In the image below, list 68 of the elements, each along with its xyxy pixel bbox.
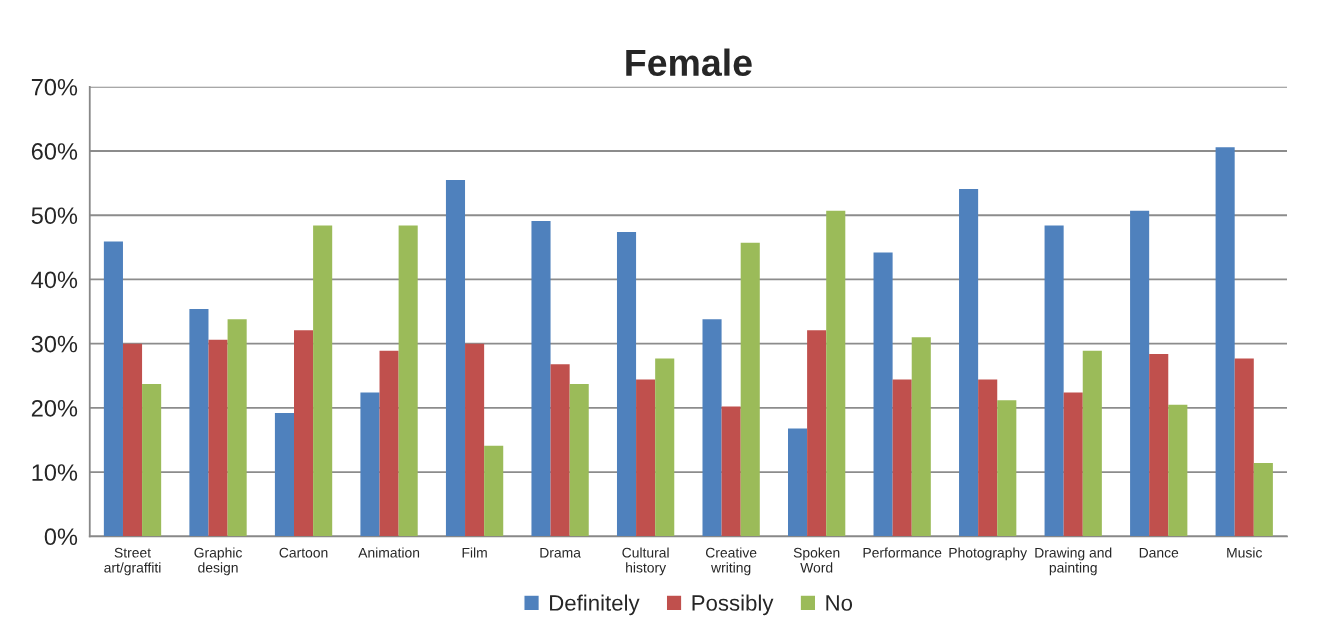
bar bbox=[1063, 392, 1083, 537]
y-tick-label: 20% bbox=[31, 399, 78, 417]
bar bbox=[274, 413, 294, 537]
bar bbox=[1215, 147, 1235, 537]
x-tick-label: Graphic design bbox=[194, 547, 242, 576]
bar bbox=[569, 384, 589, 537]
bar bbox=[1149, 353, 1169, 537]
bar bbox=[702, 319, 722, 537]
bar bbox=[959, 188, 979, 537]
bar bbox=[531, 221, 551, 537]
bar bbox=[465, 343, 485, 537]
y-tick-label: 70% bbox=[31, 78, 78, 96]
bar bbox=[1253, 463, 1273, 537]
legend-label: Definitely bbox=[550, 594, 640, 616]
bar bbox=[189, 308, 209, 537]
bar bbox=[997, 400, 1017, 537]
x-tick-label: Drawing and painting bbox=[1035, 547, 1112, 576]
bar bbox=[208, 339, 228, 537]
bar bbox=[103, 241, 123, 537]
x-tick-label: Cartoon bbox=[279, 547, 328, 558]
bar bbox=[826, 210, 846, 537]
y-tick-label: 30% bbox=[31, 335, 78, 353]
y-tick-label: 50% bbox=[31, 207, 78, 225]
bar bbox=[122, 343, 143, 537]
y-tick-label: 60% bbox=[31, 143, 78, 160]
bar bbox=[1234, 358, 1254, 537]
bar bbox=[873, 252, 893, 537]
bar bbox=[360, 392, 380, 537]
x-tick-label: Dance bbox=[1139, 547, 1179, 558]
bar bbox=[911, 337, 931, 537]
bar bbox=[227, 319, 247, 537]
bar bbox=[807, 330, 827, 537]
bar bbox=[1130, 210, 1150, 537]
chart-title: Female bbox=[626, 48, 752, 77]
bar bbox=[379, 350, 399, 537]
bar bbox=[788, 428, 808, 537]
y-tick-label: 0% bbox=[44, 528, 78, 546]
x-tick-label: Animation bbox=[358, 547, 420, 558]
bar bbox=[550, 364, 570, 537]
x-tick-label: Music bbox=[1227, 547, 1263, 558]
x-tick-label: Photography bbox=[949, 547, 1028, 561]
x-tick-label: Drama bbox=[540, 547, 581, 558]
legend-label: Possibly bbox=[692, 594, 774, 616]
bar bbox=[655, 358, 675, 537]
bar bbox=[721, 406, 741, 537]
y-tick-label: 40% bbox=[31, 271, 78, 289]
bar bbox=[616, 231, 637, 537]
x-tick-label: Film bbox=[462, 547, 487, 558]
bar bbox=[445, 179, 466, 537]
x-tick-label: Street art/graffiti bbox=[104, 547, 161, 576]
y-tick-label: 10% bbox=[32, 464, 78, 481]
bar bbox=[892, 379, 912, 537]
bar bbox=[978, 379, 998, 537]
x-tick-label: Creative writing bbox=[705, 547, 757, 576]
legend-label: No bbox=[826, 595, 853, 611]
bar bbox=[313, 225, 333, 537]
bar bbox=[484, 445, 504, 537]
bar bbox=[294, 330, 314, 537]
bar bbox=[1168, 404, 1188, 537]
bar bbox=[398, 225, 418, 537]
bar bbox=[1082, 350, 1102, 537]
x-tick-label: Cultural history bbox=[622, 547, 669, 576]
bar bbox=[1044, 225, 1064, 537]
x-tick-label: Spoken Word bbox=[793, 547, 840, 573]
bar bbox=[740, 242, 760, 537]
bar bbox=[142, 384, 162, 537]
x-tick-label: Performance bbox=[863, 547, 942, 558]
bar bbox=[636, 379, 656, 537]
